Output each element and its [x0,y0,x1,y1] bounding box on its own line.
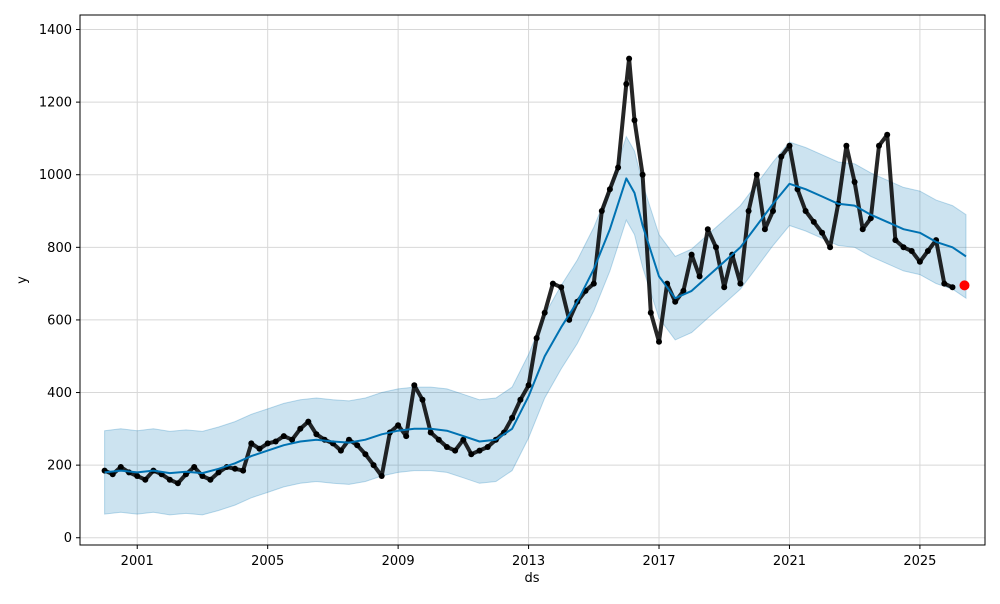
x-tick-label: 2013 [512,554,545,569]
latest-point [959,280,970,291]
x-axis-label: ds [524,571,539,586]
latest-point-group [959,280,970,291]
uncertainty-band-area [104,135,967,516]
x-tick-label: 2017 [642,554,675,569]
y-tick-label: 1200 [39,96,72,111]
y-tick-label: 400 [47,386,72,401]
y-tick-label: 600 [47,313,72,328]
x-axis: 2001 2005 2009 2013 2017 2021 2025 [121,545,936,569]
grid [80,15,985,545]
forecast-line [104,177,967,475]
x-tick-label: 2025 [903,554,936,569]
observed-points [101,55,956,487]
y-tick-label: 0 [64,531,72,546]
x-tick-label: 2021 [773,554,806,569]
y-tick-label: 1000 [39,168,72,183]
y-axis: 0 200 400 600 800 1000 1200 1400 [39,23,80,546]
x-tick-label: 2009 [382,554,415,569]
y-tick-label: 1400 [39,23,72,38]
x-tick-label: 2001 [121,554,154,569]
plot-frame [79,14,986,546]
y-tick-label: 800 [47,241,72,256]
y-tick-label: 200 [47,459,72,474]
y-axis-label: y [15,276,30,284]
uncertainty-band [104,135,967,516]
forecast-line-group [104,177,967,475]
x-tick-label: 2005 [251,554,284,569]
